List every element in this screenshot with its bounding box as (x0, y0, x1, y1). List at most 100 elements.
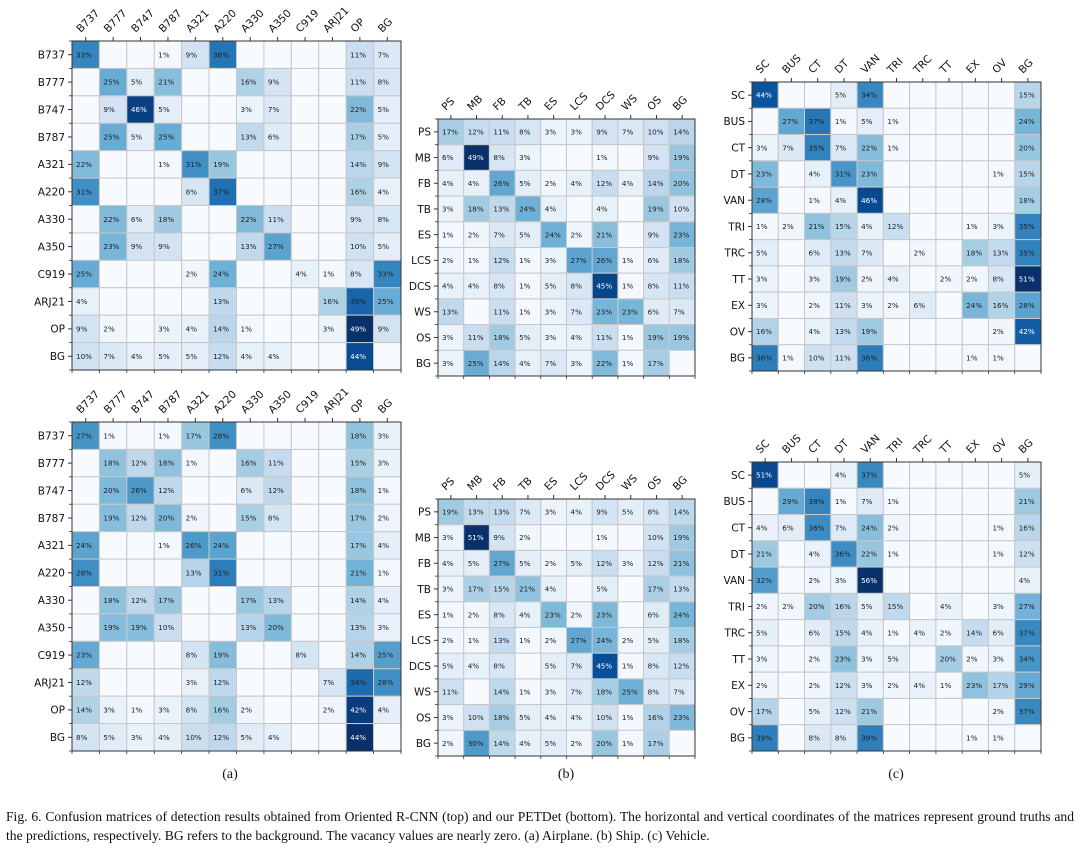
cell-value-label: 24% (213, 270, 229, 279)
matrix-cell (751, 265, 779, 293)
cell-value-label: 18% (493, 333, 509, 342)
matrix-cell (540, 349, 567, 377)
matrix-cell (126, 67, 155, 97)
matrix-cell (540, 118, 567, 146)
cell-value-label: 37% (861, 471, 877, 480)
cell-value-label: 49% (350, 324, 366, 333)
y-tick-label: BG (730, 353, 745, 365)
cell-value-label: 27% (1019, 602, 1035, 611)
cell-value-label: 24% (519, 205, 535, 214)
matrix-cell (263, 150, 292, 179)
cell-value-label: 18% (596, 687, 612, 696)
cell-value-label: 14% (350, 596, 366, 605)
matrix-cell (290, 122, 320, 152)
cell-value-label: 33% (378, 270, 394, 279)
cell-value-label: 13% (241, 133, 257, 142)
x-tick-label: BUS (780, 52, 804, 76)
matrix-cell (208, 150, 237, 179)
cell-value-label: 13% (992, 248, 1008, 257)
matrix-cell (463, 118, 490, 146)
matrix-cell (751, 134, 779, 162)
matrix-cell (935, 317, 963, 346)
cell-value-label: 10% (158, 623, 174, 632)
cell-value-label: 14% (673, 127, 689, 136)
cell-value-label: 24% (673, 610, 689, 619)
cell-value-label: 5% (103, 733, 115, 742)
cell-value-label: 2% (545, 636, 557, 645)
matrix-cell (126, 531, 155, 560)
matrix-cell (345, 342, 375, 371)
x-tick-label: ES (542, 475, 560, 493)
matrix-cell (488, 221, 516, 249)
matrix-cell (181, 503, 210, 533)
cell-value-label: 8% (648, 687, 660, 696)
matrix-cell (71, 67, 100, 97)
matrix-cell (126, 40, 155, 69)
cell-value-label: 18% (673, 256, 689, 265)
matrix-cell (617, 118, 645, 146)
matrix-cell (961, 317, 989, 346)
matrix-cell (987, 212, 1016, 241)
matrix-cell (987, 344, 1016, 372)
matrix-cell (1014, 671, 1042, 699)
cell-value-label: 5% (545, 662, 557, 671)
cell-value-label: 7% (673, 687, 685, 696)
cell-value-label: 3% (571, 127, 583, 136)
y-tick-label: DT (731, 169, 746, 181)
matrix-cell (830, 671, 858, 699)
matrix-cell (153, 558, 183, 587)
cell-value-label: 1% (966, 353, 978, 362)
cell-value-label: 16% (992, 301, 1008, 310)
cell-value-label: 16% (1019, 523, 1035, 532)
matrix-cell (263, 421, 292, 450)
matrix-cell (777, 265, 806, 293)
cell-value-label: 3% (861, 681, 873, 690)
cell-value-label: 1% (186, 459, 198, 468)
cell-value-label: 11% (835, 353, 851, 362)
matrix-cell (290, 668, 320, 697)
cell-value-label: 3% (442, 333, 454, 342)
cell-value-label: 27% (493, 559, 509, 568)
cell-value-label: 4% (571, 713, 583, 722)
cell-value-label: 12% (268, 486, 284, 495)
matrix-cell (617, 704, 645, 731)
x-tick-label: DCS (594, 469, 618, 493)
cell-value-label: 14% (350, 651, 366, 660)
matrix-cell (643, 729, 670, 757)
cell-value-label: 20% (1019, 143, 1035, 152)
cell-value-label: 4% (468, 662, 480, 671)
cell-value-label: 20% (158, 514, 174, 523)
cell-value-label: 8% (493, 153, 505, 162)
cell-value-label: 36% (861, 353, 877, 362)
matrix-cell (751, 540, 779, 568)
cell-value-label: 18% (966, 248, 982, 257)
cell-value-label: 11% (350, 50, 366, 59)
matrix-cell (591, 247, 619, 274)
matrix-cell (591, 729, 619, 757)
matrix-cell (318, 586, 347, 615)
matrix-cell (181, 342, 210, 371)
matrix-cell (987, 697, 1016, 726)
cell-value-label: 10% (186, 733, 202, 742)
matrix-cell (751, 107, 779, 136)
cell-value-label: 6% (648, 610, 660, 619)
cell-value-label: 1% (887, 497, 899, 506)
cell-value-label: 3% (545, 256, 557, 265)
matrix-cell (208, 640, 237, 670)
cell-value-label: 8% (992, 275, 1004, 284)
cell-value-label: 5% (596, 585, 608, 594)
matrix-cell (668, 575, 696, 603)
cell-value-label: 5% (131, 133, 143, 142)
matrix-cell (961, 540, 989, 568)
cell-value-label: 32% (756, 576, 772, 585)
cell-value-label: 16% (350, 187, 366, 196)
cell-value-label: 9% (648, 153, 660, 162)
matrix-cell (668, 678, 696, 706)
cell-value-label: 3% (545, 507, 557, 516)
matrix-cell (98, 503, 128, 533)
matrix-cell (71, 232, 100, 261)
matrix-cell (208, 668, 237, 697)
cell-value-label: 2% (442, 636, 454, 645)
cell-value-label: 9% (648, 230, 660, 239)
matrix-cell (153, 95, 183, 124)
